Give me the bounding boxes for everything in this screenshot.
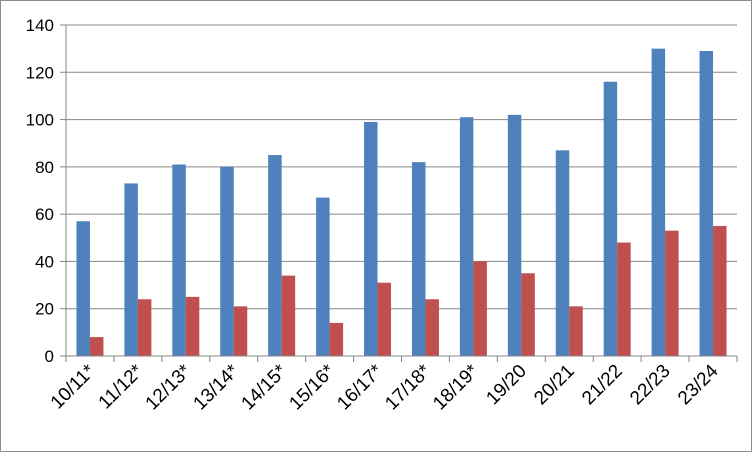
bar-series-2-17-18-	[425, 299, 439, 356]
x-category-label: 13/14*	[190, 360, 244, 414]
bar-series-1-15-16-	[316, 197, 330, 356]
x-category-label: 12/13*	[142, 360, 196, 414]
bar-series-2-22-23	[665, 230, 679, 356]
bar-series-1-18-19-	[459, 117, 474, 357]
y-tick-label: 120	[26, 63, 54, 82]
bar-series-1-21-22	[603, 81, 618, 357]
y-tick-label: 0	[45, 347, 54, 366]
bar-series-2-12-13-	[185, 296, 200, 356]
bar-series-2-15-16-	[329, 322, 344, 356]
gridlines	[60, 24, 737, 357]
y-axis-tick-labels: 0 20 40 60 80 100 120 140	[26, 16, 54, 366]
bar-series-1-16-17-	[364, 121, 378, 356]
x-category-label: 21/22	[578, 361, 626, 409]
bar-series-2-14-15-	[281, 275, 296, 356]
x-category-label: 15/16*	[285, 360, 339, 414]
bar-series-2-19-20	[521, 273, 535, 356]
x-category-label: 22/23	[626, 361, 674, 409]
x-category-label: 17/18*	[381, 360, 435, 414]
y-tick-label: 100	[26, 111, 54, 130]
bar-series-1-13-14-	[220, 166, 234, 356]
y-tick-label: 140	[26, 16, 54, 35]
bar-series-1-23-24	[699, 51, 714, 356]
bar-series-1-12-13-	[172, 164, 186, 356]
y-tick-label: 20	[35, 300, 54, 319]
x-category-label: 20/21	[530, 361, 578, 409]
y-tick-label: 80	[35, 158, 54, 177]
bar-series-1-11-12-	[124, 183, 138, 356]
x-category-label: 14/15*	[238, 360, 292, 414]
bar-series-1-22-23	[651, 48, 666, 356]
bar-series-1-19-20	[507, 114, 522, 356]
x-category-label: 16/17*	[333, 360, 387, 414]
bar-series-2-18-19-	[473, 261, 487, 356]
bar-series-2-11-12-	[137, 299, 152, 356]
bar-series-1-20-21	[555, 150, 570, 356]
y-tick-label: 40	[35, 252, 54, 271]
bar-series-1-10-11-	[76, 221, 90, 356]
bar-series-1-14-15-	[268, 155, 282, 356]
bar-series-2-10-11-	[89, 337, 104, 356]
x-category-label: 11/12*	[95, 360, 148, 413]
bar-series-2-16-17-	[377, 282, 392, 356]
x-category-label: 18/19*	[429, 360, 483, 414]
bar-series-2-13-14-	[233, 306, 248, 356]
x-category-label: 23/24	[674, 360, 723, 409]
x-category-label: 10/11*	[47, 360, 100, 413]
y-tick-label: 60	[35, 205, 54, 224]
x-category-label: 19/20	[482, 361, 530, 409]
bar-series-1-17-18-	[411, 162, 426, 356]
bar-series-2-21-22	[617, 242, 631, 356]
bar-series-2-23-24	[713, 225, 727, 356]
bar-series-2-20-21	[569, 306, 583, 356]
bars	[76, 48, 727, 357]
axes	[65, 25, 738, 362]
x-axis-category-labels: 10/11*11/12*12/13*13/14*14/15*15/16*16/1…	[47, 360, 723, 414]
